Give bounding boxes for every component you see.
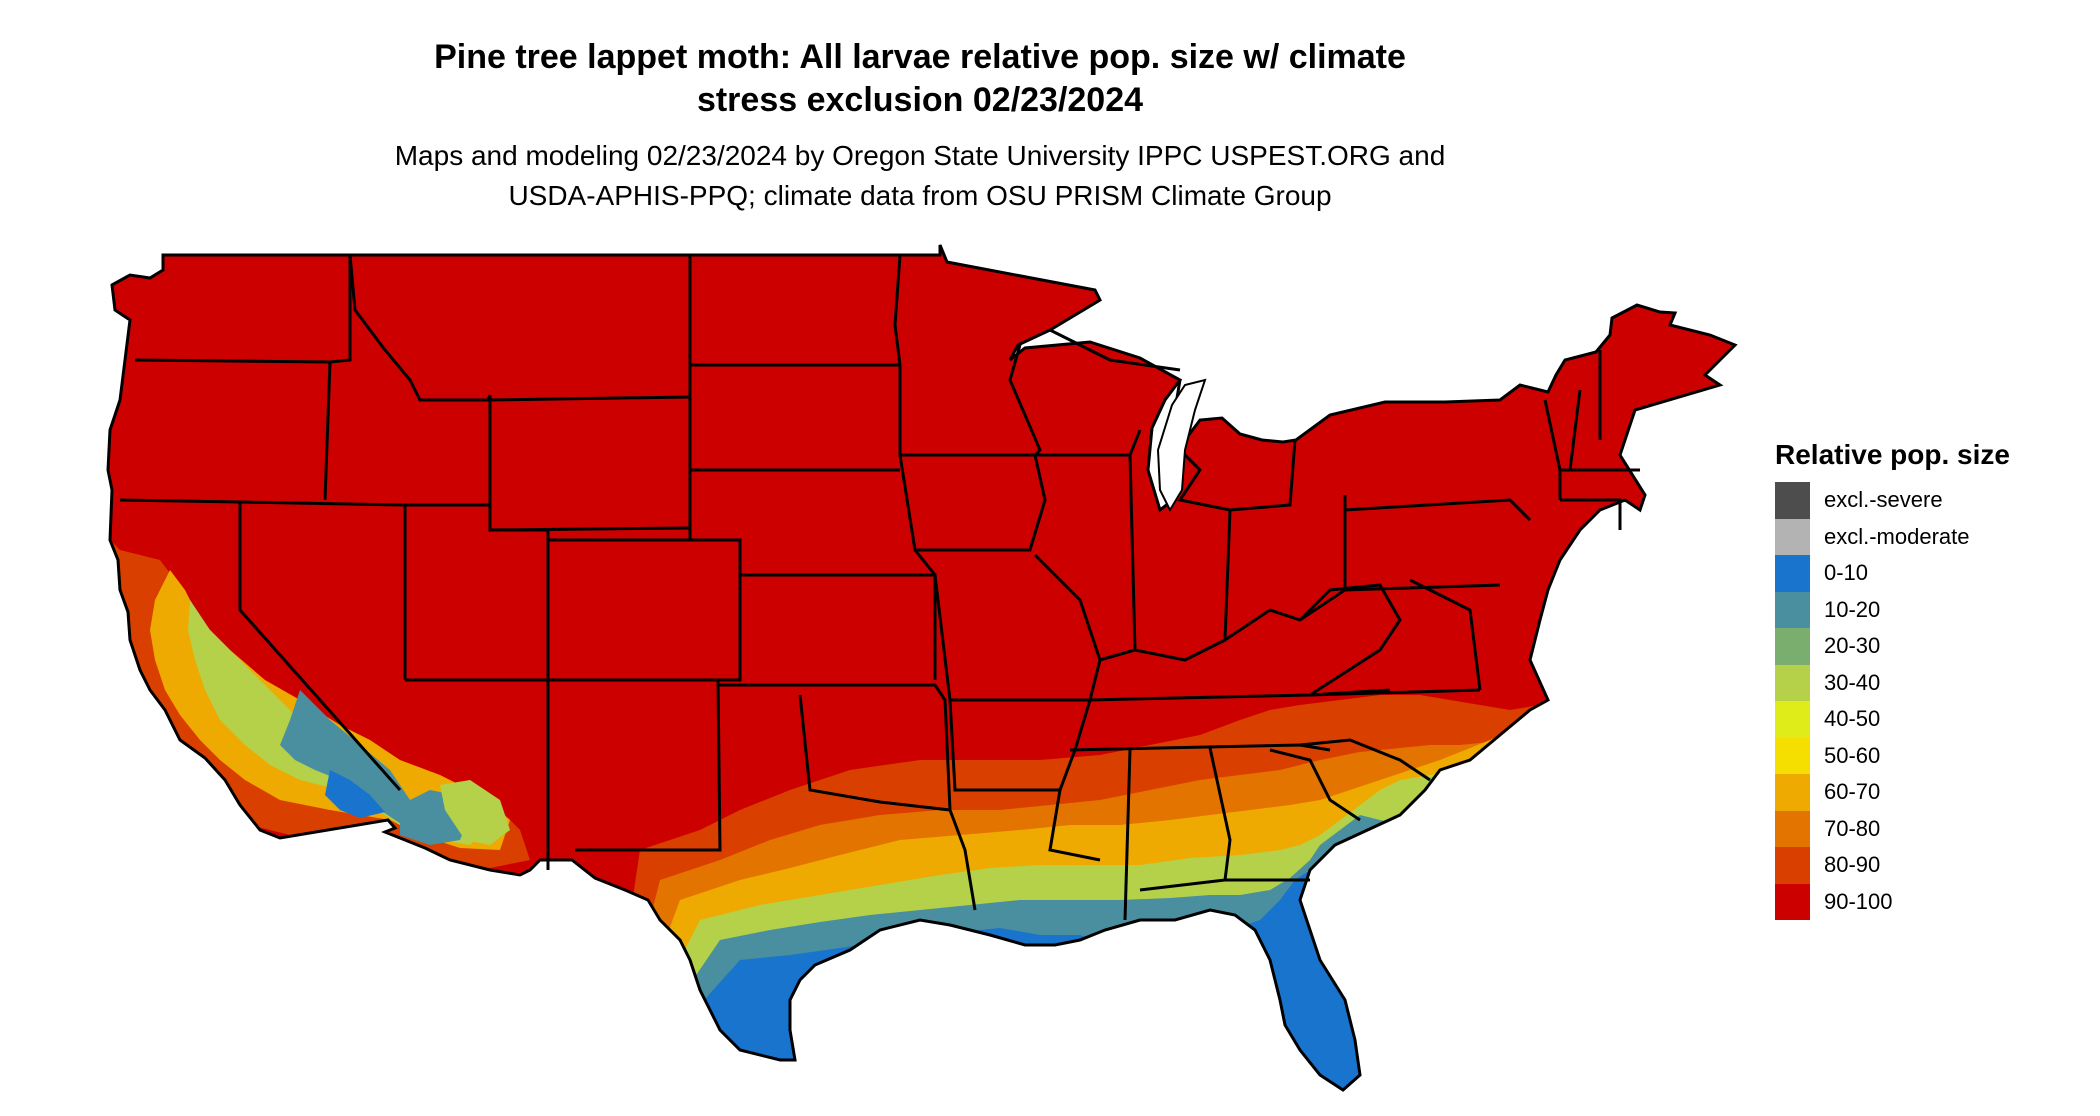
zone-socal-10-20	[280, 690, 440, 840]
legend-label: 70-80	[1824, 815, 1881, 841]
legend-swatch	[1775, 518, 1810, 555]
state-border-nm-east	[575, 679, 722, 852]
legend-item: 50-60	[1775, 737, 2075, 774]
state-border-colorado	[548, 538, 742, 682]
map-title: Pine tree lappet moth: All larvae relati…	[300, 36, 1540, 122]
legend-label: 60-70	[1824, 779, 1881, 805]
state-border-ga-fl	[1139, 878, 1310, 892]
map-title-line-2: stress exclusion 02/23/2024	[696, 81, 1144, 119]
legend-swatch	[1775, 883, 1810, 920]
zone-az-30-40	[440, 780, 510, 845]
state-border-va-nc	[1309, 688, 1481, 697]
legend-swatch	[1775, 774, 1810, 811]
legend-label: 10-20	[1824, 596, 1881, 622]
legend-label: 50-60	[1824, 742, 1881, 768]
state-border-ct-ri	[1560, 498, 1622, 530]
legend-label: excl.-severe	[1824, 487, 1943, 513]
legend-swatch	[1775, 701, 1810, 738]
legend-label: 20-30	[1824, 633, 1881, 659]
legend-item: 20-30	[1775, 628, 2075, 665]
legend-item: 70-80	[1775, 810, 2075, 847]
map-subtitle-line-2: USDA-APHIS-PPQ; climate data from OSU PR…	[508, 180, 1332, 211]
legend-label: 0-10	[1824, 560, 1869, 586]
map-legend: Relative pop. size excl.-severe excl.-mod…	[1775, 438, 2075, 920]
state-border-utah	[405, 503, 550, 682]
state-border-mn	[893, 254, 1035, 457]
legend-title: Relative pop. size	[1775, 439, 2010, 470]
state-border-nc-sc	[1299, 738, 1431, 782]
legend-item: 60-70	[1775, 774, 2075, 811]
legend-label: 30-40	[1824, 669, 1881, 695]
legend-swatch	[1775, 847, 1810, 884]
state-border-idaho-east	[323, 255, 352, 501]
zone-socal-60-70	[150, 570, 510, 850]
state-border-pa-ny	[1344, 498, 1532, 522]
legend-item: excl.-moderate	[1775, 518, 2075, 555]
map-subtitle-line-1: Maps and modeling 02/23/2024 by Oregon S…	[394, 140, 1446, 171]
state-border-wa-or	[134, 358, 331, 364]
legend-item: 30-40	[1775, 664, 2075, 701]
lake-michigan	[1156, 378, 1207, 513]
state-border-wv	[1298, 583, 1402, 697]
legend-item: 40-50	[1775, 701, 2075, 738]
legend-swatch	[1775, 628, 1810, 665]
legend-swatch	[1775, 810, 1810, 847]
zone-socal-30-40	[188, 600, 480, 845]
legend-label: 90-100	[1824, 888, 1893, 914]
legend-item: 80-90	[1775, 847, 2075, 884]
state-border-al-ga	[1208, 747, 1232, 881]
legend-item: 0-10	[1775, 555, 2075, 592]
legend-label: excl.-moderate	[1824, 523, 1970, 549]
legend-label: 40-50	[1824, 706, 1881, 732]
state-border-in-oh	[1134, 509, 1232, 662]
legend-items: excl.-severe excl.-moderate 0-10 10-20 20-30…	[1775, 482, 2075, 920]
legend-swatch	[1775, 737, 1810, 774]
state-border-ms-al	[1123, 749, 1132, 921]
state-border-md-va	[1409, 578, 1482, 691]
state-borders	[119, 254, 1640, 921]
map-title-line-1: Pine tree lappet moth: All larvae relati…	[434, 38, 1406, 76]
zone-socal-0-10	[325, 770, 385, 818]
legend-item: 90-100	[1775, 883, 2075, 920]
legend-item: excl.-severe	[1775, 482, 2075, 519]
state-border-ga-sc	[1269, 748, 1361, 822]
legend-label: 80-90	[1824, 852, 1881, 878]
state-border-vt-nh	[1568, 389, 1582, 471]
state-border-ca-nv-diag	[238, 502, 402, 791]
state-border-or-ca	[119, 498, 241, 504]
state-border-la-ms	[1048, 789, 1101, 862]
legend-swatch	[1775, 555, 1810, 592]
legend-item: 10-20	[1775, 591, 2075, 628]
legend-swatch	[1775, 482, 1810, 519]
state-border-ia	[898, 454, 1047, 552]
legend-swatch	[1775, 664, 1810, 701]
state-border-wi	[1008, 344, 1142, 457]
state-border-tx-la	[948, 809, 977, 911]
legend-swatch	[1775, 591, 1810, 628]
map-subtitle: Maps and modeling 02/23/2024 by Oregon S…	[300, 136, 1540, 216]
state-border-montana-south	[487, 395, 691, 402]
